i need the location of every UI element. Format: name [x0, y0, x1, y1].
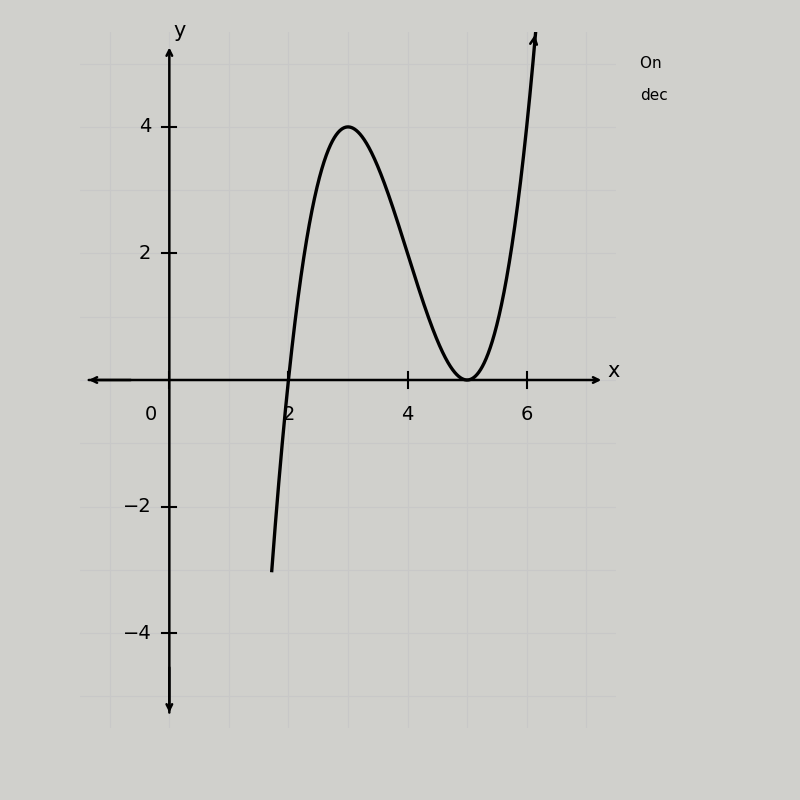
Text: −2: −2 — [122, 497, 151, 516]
Text: 2: 2 — [282, 406, 294, 424]
Text: 4: 4 — [402, 406, 414, 424]
Text: 2: 2 — [139, 244, 151, 263]
Text: −4: −4 — [122, 623, 151, 642]
Text: 0: 0 — [145, 406, 158, 424]
Text: dec: dec — [640, 88, 668, 103]
Text: 4: 4 — [139, 118, 151, 137]
Text: 6: 6 — [521, 406, 533, 424]
Text: On: On — [640, 56, 666, 71]
Text: x: x — [607, 361, 619, 381]
Text: y: y — [174, 22, 186, 42]
